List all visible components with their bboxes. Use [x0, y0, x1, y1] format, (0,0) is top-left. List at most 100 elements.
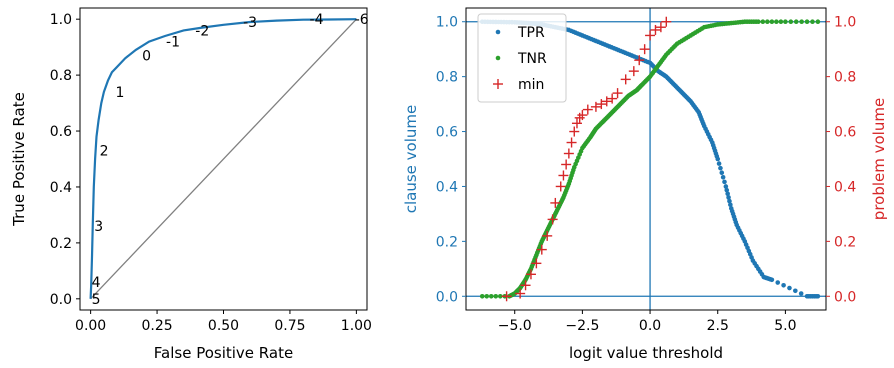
roc-curve [89, 18, 357, 299]
min-point [634, 55, 645, 66]
min-point [620, 74, 631, 85]
tnr-point [788, 19, 794, 25]
min-point [655, 22, 666, 33]
tpr-point [728, 202, 733, 208]
clause-volume-tick-label: 0.4 [436, 179, 458, 195]
roc-threshold-label: -3 [243, 15, 257, 31]
problem-volume-tick-label: 0.0 [834, 289, 856, 305]
min-point [558, 170, 569, 181]
min-point [536, 244, 547, 255]
tnr-point [488, 293, 494, 299]
roc-x-tick-label: 0.00 [75, 318, 106, 334]
threshold-x-tick-label: −5.0 [498, 318, 532, 334]
min-series [501, 16, 672, 302]
min-point [628, 66, 639, 77]
tnr-point [493, 293, 499, 299]
tnr-point [484, 293, 490, 299]
tpr-point [727, 198, 732, 204]
min-point [574, 112, 585, 123]
roc-chart: 0.00 0.25 0.50 0.75 1.00 0.00.20.40.60.81.0 … [10, 7, 372, 362]
threshold-x-tick-label: 5.0 [774, 318, 796, 334]
roc-threshold-label: 5 [92, 292, 101, 308]
min-point [566, 137, 577, 148]
min-point [531, 258, 542, 269]
threshold-left-y-ticks: 0.0 0.2 0.4 0.6 0.8 1.0 [436, 15, 466, 305]
min-point [639, 44, 650, 55]
tpr-point [724, 187, 730, 193]
problem-volume-tick-label: 0.4 [834, 179, 856, 195]
roc-x-tick-label: 1.00 [341, 318, 372, 334]
legend-marker [495, 29, 501, 35]
tnr-point [497, 293, 503, 299]
legend-label: min [518, 77, 544, 93]
threshold-chart: −5.0 −2.5 0.0 2.5 5.0 0.0 0.2 0.4 0.6 0.8 1.0 0.0… [402, 7, 888, 362]
min-point [612, 88, 623, 99]
roc-y-tick-label: 0.6 [50, 124, 72, 140]
min-point [571, 118, 582, 129]
min-point [520, 280, 531, 291]
min-point [661, 16, 672, 27]
roc-threshold-labels: 54 3 2 1 0 -1 -2 -3 -4 -6 [92, 12, 369, 308]
roc-threshold-label: 3 [94, 219, 103, 235]
min-point [563, 148, 574, 159]
roc-x-tick-label: 0.25 [141, 318, 172, 334]
clause-volume-tick-label: 0.8 [436, 70, 458, 86]
problem-volume-axis-label: problem volume [870, 98, 888, 220]
min-point [542, 230, 553, 241]
tnr-point [783, 19, 788, 25]
roc-series [89, 18, 357, 300]
legend-item-min: min [493, 77, 544, 93]
legend-label: TNR [517, 51, 547, 67]
chance-diagonal [90, 18, 357, 300]
min-point [577, 110, 588, 121]
min-point [561, 159, 572, 170]
tnr-point [793, 19, 799, 25]
tnr-point [479, 293, 485, 299]
min-point [607, 93, 618, 104]
legend-box [477, 13, 567, 103]
clause-volume-tick-label: 1.0 [436, 15, 458, 31]
min-point [525, 269, 536, 280]
roc-threshold-label: 2 [100, 144, 109, 160]
roc-threshold-label: -1 [166, 35, 180, 51]
tpr-point [769, 277, 775, 283]
tpr-point [716, 161, 722, 166]
roc-threshold-label: -4 [310, 12, 324, 28]
min-point [645, 30, 656, 41]
roc-threshold-label: 0 [142, 49, 151, 65]
tpr-point [725, 191, 730, 197]
min-point [590, 101, 601, 112]
clause-volume-axis-label: clause volume [402, 105, 420, 214]
roc-threshold-label: -2 [195, 23, 209, 39]
min-point [555, 181, 566, 192]
roc-threshold-label: -6 [355, 12, 369, 28]
roc-y-tick-label: 0.8 [50, 68, 72, 84]
threshold-x-tick-label: 0.0 [639, 318, 661, 334]
tpr-point [723, 184, 729, 189]
threshold-right-y-ticks: 0.0 0.2 0.4 0.6 0.8 1.0 [826, 15, 856, 305]
tpr-point [798, 291, 804, 296]
min-point [596, 99, 607, 110]
tpr-point [715, 156, 721, 162]
tnr-point [765, 19, 770, 25]
tpr-point [793, 288, 798, 294]
tnr-point [760, 19, 766, 25]
tnr-point [799, 19, 804, 25]
tpr-point [781, 282, 786, 288]
min-point [601, 96, 612, 107]
tnr-point [810, 19, 815, 25]
tnr-point [815, 19, 821, 25]
threshold-x-tick-label: −2.5 [565, 318, 599, 334]
problem-volume-tick-label: 1.0 [834, 15, 856, 31]
legend-label: TPR [517, 25, 545, 41]
min-point [582, 104, 593, 115]
tpr-point [775, 280, 781, 285]
tpr-point [815, 293, 821, 299]
roc-y-tick-label: 0.0 [50, 292, 72, 308]
min-point [550, 197, 561, 208]
roc-threshold-label: 1 [116, 85, 125, 101]
threshold-plot-frame [465, 7, 827, 311]
roc-y-tick-label: 0.2 [50, 236, 72, 252]
min-point [515, 288, 526, 299]
